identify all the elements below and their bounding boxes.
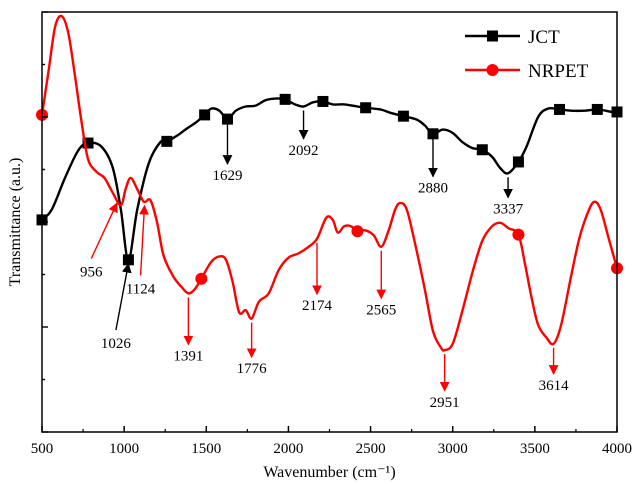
x-axis-label: Wavenumber (cm⁻¹)	[263, 464, 395, 481]
legend: JCT NRPET	[465, 27, 589, 82]
data-point-jct	[591, 103, 603, 115]
x-tick-label: 1500	[191, 441, 221, 457]
annotation-label: 1391	[173, 349, 203, 365]
data-point-jct	[360, 102, 372, 114]
data-point-jct	[397, 110, 409, 122]
data-point-nrpet	[351, 225, 364, 238]
annotation-label: 2565	[366, 302, 396, 318]
annotation-label: 1776	[237, 361, 268, 377]
series-line-nrpet	[40, 14, 619, 352]
x-tick-label: 3500	[520, 441, 550, 457]
legend-label-nrpet: NRPET	[528, 61, 589, 82]
data-point-jct	[476, 144, 488, 156]
annotation-label: 1629	[212, 168, 242, 184]
x-tick-label: 2000	[273, 441, 303, 457]
data-point-nrpet	[195, 272, 208, 285]
annotation-label: 3614	[539, 378, 570, 394]
data-point-jct	[279, 93, 291, 105]
y-axis-label: Transmittance (a.u.)	[7, 158, 24, 287]
data-point-nrpet	[512, 228, 525, 241]
data-point-jct	[512, 156, 524, 168]
data-point-jct	[427, 128, 439, 140]
x-tick-label: 1000	[109, 441, 139, 457]
data-point-jct	[82, 137, 94, 149]
annotation-arrow	[90, 202, 118, 259]
annotation-label: 2880	[418, 181, 448, 197]
annotation-label: 1124	[126, 281, 156, 297]
x-tick-label: 2500	[356, 441, 386, 457]
annotation-label: 2951	[430, 395, 460, 411]
annotation-label: 956	[80, 265, 103, 281]
data-point-jct	[221, 113, 233, 125]
legend-marker	[486, 64, 499, 76]
legend-marker	[487, 30, 498, 42]
data-point-jct	[199, 109, 211, 121]
annotation-arrow	[115, 262, 132, 331]
x-tick-label: 3000	[438, 441, 468, 457]
annotation-label: 3337	[493, 202, 524, 218]
data-point-jct	[554, 103, 565, 115]
data-point-jct	[122, 254, 134, 266]
annotation-label: 2092	[289, 143, 319, 159]
x-tick-label: 4000	[602, 441, 632, 457]
annotation-label: 2174	[302, 298, 333, 314]
x-tick-label: 500	[31, 441, 54, 457]
annotation-arrow	[139, 204, 149, 276]
data-point-jct	[317, 95, 329, 107]
legend-label-jct: JCT	[528, 27, 560, 48]
annotation-label: 1026	[101, 336, 132, 352]
data-point-jct	[161, 135, 173, 147]
